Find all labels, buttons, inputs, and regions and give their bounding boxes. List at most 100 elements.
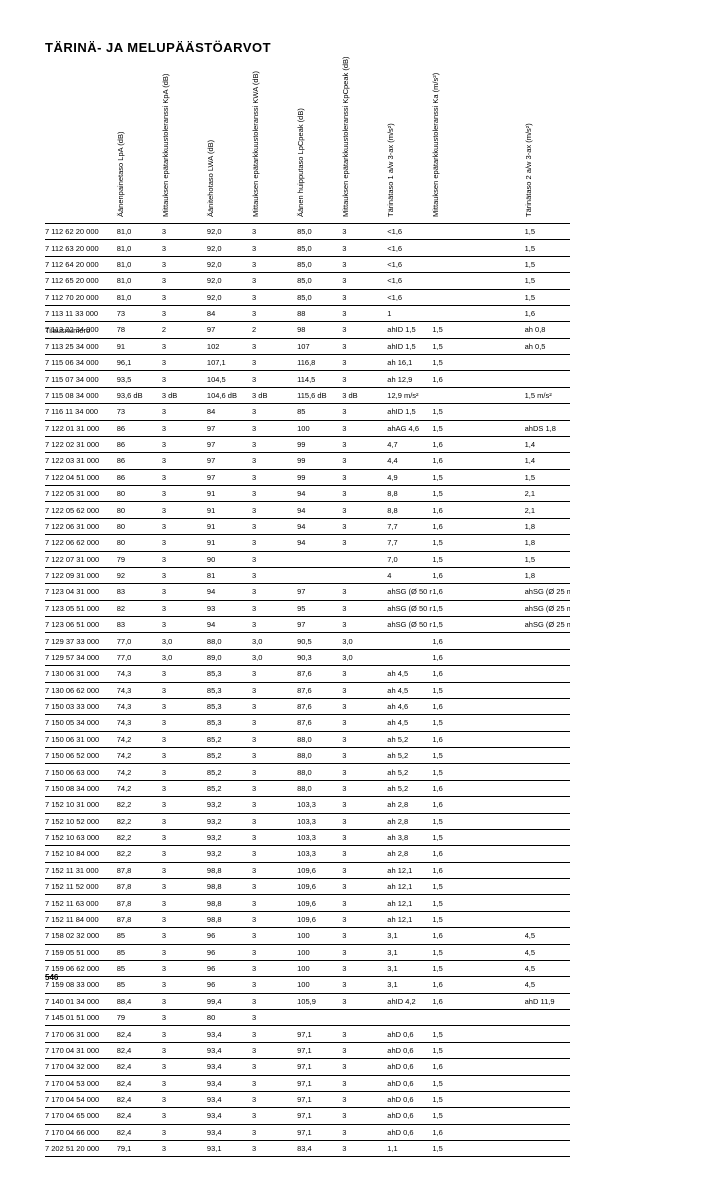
cell: 96: [207, 944, 252, 960]
cell: 85,3: [207, 666, 252, 682]
cell: 82,4: [117, 1026, 162, 1042]
cell: 7 122 06 31 000: [45, 518, 117, 534]
cell: 3: [252, 584, 297, 600]
cell: 4: [387, 567, 432, 583]
cell: 79: [117, 1010, 162, 1026]
cell: 3: [252, 1075, 297, 1091]
cell: 7 122 09 31 000: [45, 567, 117, 583]
cell: 85,0: [297, 224, 342, 240]
cell: 82,4: [117, 1059, 162, 1075]
table-row: 7 159 05 51 00085396310033,11,54,5: [45, 944, 662, 960]
cell: 85: [117, 960, 162, 976]
cell: 4,5: [525, 944, 570, 960]
table-row: 7 159 08 33 00085396310033,11,64,5: [45, 977, 662, 993]
cell: ahSG (Ø 50 mm) 6,3: [387, 617, 432, 633]
cell: 3: [252, 993, 297, 1009]
table-row: 7 159 06 62 00085396310033,11,54,5: [45, 960, 662, 976]
cell: 3: [162, 617, 207, 633]
table-row: 7 113 22 34 000782972983ahID 1,51,5ah 0,…: [45, 322, 662, 338]
cell: 97,1: [297, 1124, 342, 1140]
cell: 3: [252, 305, 297, 321]
cell: 74,3: [117, 682, 162, 698]
cell: 3: [162, 944, 207, 960]
cell: 3: [252, 289, 297, 305]
cell: 1,5: [525, 289, 570, 305]
cell: [525, 1091, 570, 1107]
cell: [525, 731, 570, 747]
cell: 100: [297, 960, 342, 976]
cell: 104,5: [207, 371, 252, 387]
cell: [387, 633, 432, 649]
cell: ah 4,5: [387, 666, 432, 682]
cell: 3: [342, 371, 387, 387]
cell: 7 130 06 31 000: [45, 666, 117, 682]
cell: 3: [342, 436, 387, 452]
cell: 93,5: [117, 371, 162, 387]
cell: 93,4: [207, 1059, 252, 1075]
cell: 3: [342, 846, 387, 862]
cell: 80: [207, 1010, 252, 1026]
cell: 3: [342, 813, 387, 829]
cell: [432, 289, 524, 305]
cell: 7 122 04 51 000: [45, 469, 117, 485]
cell: 3: [162, 764, 207, 780]
table-row: 7 130 06 31 00074,3385,3387,63ah 4,51,6: [45, 666, 662, 682]
table-row: 7 170 04 32 00082,4393,4397,13ahD 0,61,6: [45, 1059, 662, 1075]
cell: 91: [207, 518, 252, 534]
cell: 1,6: [432, 731, 524, 747]
cell: 1,6: [525, 305, 570, 321]
cell: 1,6: [432, 780, 524, 796]
cell: ahD 0,6: [387, 1108, 432, 1124]
cell: 1,6: [432, 993, 524, 1009]
cell: 1,4: [525, 436, 570, 452]
table-row: 7 150 03 33 00074,3385,3387,63ah 4,61,6: [45, 698, 662, 714]
table-row: 7 152 10 63 00082,2393,23103,33ah 3,81,5: [45, 829, 662, 845]
cell: ahD 0,6: [387, 1075, 432, 1091]
table-row: 7 170 04 54 00082,4393,4397,13ahD 0,61,5: [45, 1091, 662, 1107]
cell: 3: [252, 486, 297, 502]
col-header: Mittauksen epätarkkuustoleranssi KWA (dB…: [252, 85, 297, 224]
cell: [525, 1026, 570, 1042]
cell: 93,2: [207, 829, 252, 845]
cell: 1,5: [432, 617, 524, 633]
cell: 3: [162, 993, 207, 1009]
cell: 1,5: [432, 1108, 524, 1124]
cell: 1,5: [432, 420, 524, 436]
table-row: 7 130 06 62 00074,3385,3387,63ah 4,51,5: [45, 682, 662, 698]
cell: 7 140 01 34 000: [45, 993, 117, 1009]
cell: 85,3: [207, 715, 252, 731]
cell: 7,7: [387, 518, 432, 534]
table-row: 7 170 04 66 00082,4393,4397,13ahD 0,61,6: [45, 1124, 662, 1140]
cell: ah 4,5: [387, 682, 432, 698]
cell: 7 122 01 31 000: [45, 420, 117, 436]
cell: 3: [342, 682, 387, 698]
cell: 3: [252, 862, 297, 878]
table-row: 7 123 05 51 000823933953ahSG (Ø 50 mm) 1…: [45, 600, 662, 616]
cell: 1,5: [432, 682, 524, 698]
cell: 97,1: [297, 1026, 342, 1042]
cell: 3: [162, 486, 207, 502]
cell: 7 112 62 20 000: [45, 224, 117, 240]
cell: [297, 1010, 342, 1026]
cell: 82,4: [117, 1108, 162, 1124]
cell: 103,3: [297, 813, 342, 829]
cell: 1,6: [432, 862, 524, 878]
cell: 92: [117, 567, 162, 583]
cell: 3: [252, 764, 297, 780]
cell: 3: [162, 846, 207, 862]
cell: 3: [162, 305, 207, 321]
cell: 3: [342, 829, 387, 845]
cell: 74,3: [117, 715, 162, 731]
cell: 104,6 dB: [207, 387, 252, 403]
cell: ahSG (Ø 25 mm) 6,2: [525, 600, 570, 616]
cell: 7 122 06 62 000: [45, 535, 117, 551]
cell: 7 152 10 52 000: [45, 813, 117, 829]
cell: 1,6: [432, 1059, 524, 1075]
cell: 4,4: [387, 453, 432, 469]
cell: [525, 649, 570, 665]
table-row: 7 115 08 34 00093,6 dB3 dB104,6 dB3 dB11…: [45, 387, 662, 403]
cell: 88: [297, 305, 342, 321]
cell: 87,8: [117, 895, 162, 911]
cell: 85,3: [207, 682, 252, 698]
cell: 4,5: [525, 928, 570, 944]
